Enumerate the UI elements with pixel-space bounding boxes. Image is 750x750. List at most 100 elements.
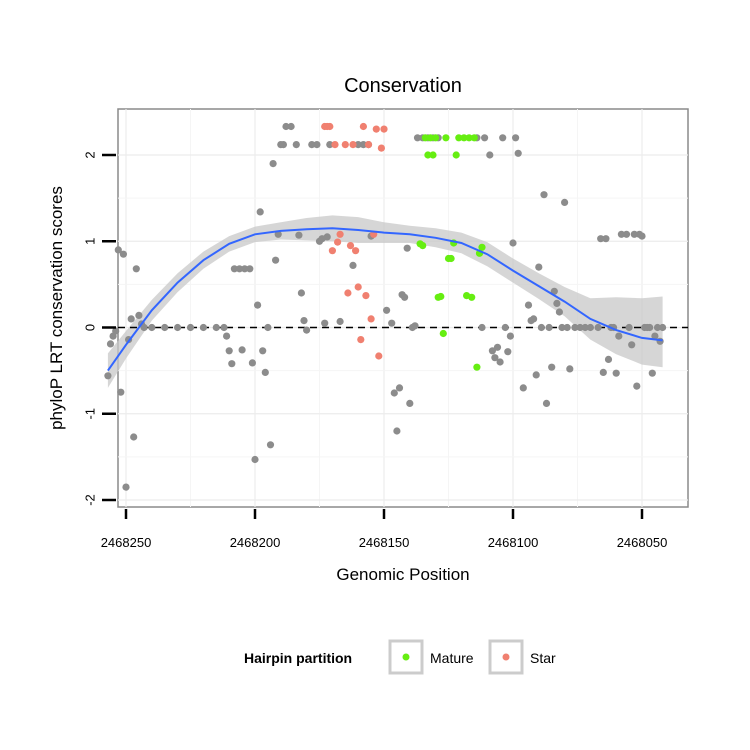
legend-dot-mature [402, 653, 410, 661]
point-mature [421, 134, 429, 142]
point-other [292, 141, 300, 149]
smooth-line [107, 227, 663, 372]
point-other [130, 433, 138, 441]
point-other [604, 355, 613, 363]
point-mature [426, 134, 434, 142]
point-other [401, 293, 409, 301]
point-mature [452, 151, 460, 159]
confidence-ribbon [107, 215, 663, 388]
point-other [119, 250, 127, 258]
point-other [272, 256, 280, 264]
point-other [496, 358, 504, 366]
point-other [308, 141, 316, 149]
point-star [334, 238, 342, 246]
point-other [509, 239, 517, 247]
point-star [326, 122, 334, 131]
point-other [628, 341, 636, 349]
point-other [481, 134, 489, 142]
point-other [501, 323, 509, 332]
point-other [256, 208, 264, 216]
x-tick-label: 2468150 [359, 535, 410, 550]
point-other [506, 332, 514, 340]
x-tick-label: 2468200 [230, 535, 281, 550]
point-other [248, 359, 256, 367]
legend-label-mature: Mature [430, 650, 474, 666]
point-star [349, 141, 357, 149]
point-other [230, 265, 238, 273]
point-other [566, 365, 574, 373]
point-other [383, 306, 391, 314]
point-other [393, 427, 401, 435]
y-tick-label: 0 [82, 324, 97, 331]
point-star [341, 141, 349, 149]
x-tick-label: 2468050 [617, 535, 668, 550]
point-other [199, 323, 207, 332]
point-other [540, 191, 548, 199]
point-other [246, 265, 254, 273]
point-star [359, 122, 367, 131]
point-other [615, 332, 623, 340]
point-other [104, 372, 112, 380]
point-other [223, 332, 231, 340]
legend: Hairpin partition Mature Star [244, 639, 556, 675]
point-other [493, 343, 502, 351]
point-other [122, 483, 130, 491]
point-other [112, 327, 120, 335]
point-star [328, 247, 336, 255]
point-mature [465, 134, 473, 142]
point-mature [468, 293, 476, 301]
point-other [411, 322, 419, 330]
point-other [303, 326, 311, 334]
point-mature [478, 243, 486, 251]
point-mature [437, 292, 445, 301]
point-other [561, 198, 569, 206]
x-axis-title: Genomic Position [336, 565, 469, 584]
point-star [367, 315, 375, 323]
point-other [558, 323, 566, 332]
point-other [599, 368, 607, 376]
point-mature [429, 151, 437, 159]
point-other [535, 263, 543, 271]
legend-label-star: Star [530, 650, 556, 666]
point-star [336, 230, 344, 238]
point-star [344, 289, 352, 297]
chart-title: Conservation [344, 75, 462, 97]
legend-title: Hairpin partition [244, 650, 352, 666]
point-other [251, 455, 259, 464]
point-star [352, 247, 360, 255]
point-mature [473, 363, 481, 371]
point-other [161, 323, 169, 332]
point-star [362, 292, 370, 300]
point-other [241, 265, 249, 273]
point-other [174, 323, 182, 332]
point-star [375, 352, 383, 360]
point-other [511, 134, 520, 142]
point-other [659, 323, 667, 332]
point-other [313, 141, 321, 149]
point-mature [460, 134, 468, 142]
point-other [269, 160, 277, 168]
point-other [186, 323, 195, 332]
legend-dot-star [502, 653, 510, 661]
point-other [295, 231, 303, 239]
point-other [630, 230, 638, 238]
point-other [354, 141, 362, 149]
point-other [282, 122, 290, 131]
point-other [274, 230, 282, 238]
point-other [228, 360, 236, 368]
point-other [300, 317, 308, 325]
x-tick-label: 2468100 [488, 535, 539, 550]
point-other [519, 384, 527, 392]
point-other [135, 311, 143, 319]
point-other [259, 347, 267, 355]
point-other [524, 301, 533, 309]
point-other [499, 134, 507, 142]
smooth-curve [107, 227, 663, 372]
data-points [104, 122, 667, 491]
point-star [377, 144, 385, 152]
point-other [486, 151, 494, 159]
point-other [321, 319, 329, 327]
point-other [581, 323, 589, 332]
point-other [212, 323, 220, 332]
point-star [346, 242, 355, 250]
